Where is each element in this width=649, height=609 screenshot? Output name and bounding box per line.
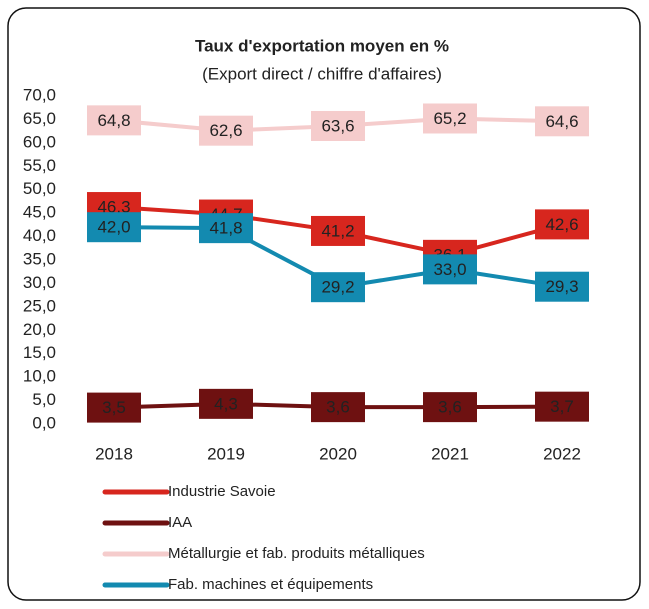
data-label: 4,3 — [214, 394, 238, 413]
data-label: 62,6 — [209, 121, 242, 140]
data-label: 64,6 — [545, 112, 578, 131]
data-label-box — [87, 212, 141, 243]
data-label-box — [423, 392, 477, 423]
data-label: 42,6 — [545, 215, 578, 234]
legend-label: Métallurgie et fab. produits métalliques — [168, 545, 425, 562]
y-tick-label: 35,0 — [23, 249, 56, 268]
x-tick-label: 2018 — [95, 444, 133, 463]
x-tick-label: 2021 — [431, 444, 469, 463]
y-tick-label: 30,0 — [23, 273, 56, 292]
chart-subtitle: (Export direct / chiffre d'affaires) — [202, 64, 442, 83]
data-label-box — [311, 272, 365, 303]
data-label-box — [87, 105, 141, 136]
y-tick-label: 0,0 — [32, 413, 56, 432]
data-label: 3,6 — [438, 398, 462, 417]
data-label-box — [535, 271, 589, 302]
data-label: 63,6 — [321, 116, 354, 135]
data-label-box — [311, 110, 365, 141]
x-tick-label: 2022 — [543, 444, 581, 463]
data-label: 33,0 — [433, 260, 466, 279]
data-label: 42,0 — [97, 218, 130, 237]
data-label-box — [311, 215, 365, 246]
data-label: 64,8 — [97, 111, 130, 130]
data-label-box — [423, 254, 477, 285]
data-label: 46,3 — [97, 198, 130, 217]
y-tick-label: 60,0 — [23, 132, 56, 151]
data-label: 3,5 — [102, 398, 126, 417]
y-tick-label: 5,0 — [32, 390, 56, 409]
data-label: 41,8 — [209, 219, 242, 238]
data-label-box — [199, 388, 253, 419]
data-label-box — [423, 103, 477, 134]
data-label: 29,2 — [321, 278, 354, 297]
x-tick-label: 2019 — [207, 444, 245, 463]
chart-title: Taux d'exportation moyen en % — [195, 36, 449, 55]
y-tick-label: 10,0 — [23, 367, 56, 386]
data-label-box — [311, 392, 365, 423]
y-tick-label: 50,0 — [23, 179, 56, 198]
y-tick-label: 40,0 — [23, 226, 56, 245]
legend-label: IAA — [168, 514, 192, 531]
data-label-box — [199, 213, 253, 244]
y-tick-label: 65,0 — [23, 109, 56, 128]
y-tick-label: 55,0 — [23, 156, 56, 175]
data-label-box — [87, 392, 141, 423]
data-label-box — [535, 391, 589, 422]
data-label: 3,7 — [550, 397, 574, 416]
data-label-box — [199, 115, 253, 146]
data-label-box — [535, 106, 589, 137]
data-label: 29,3 — [545, 277, 578, 296]
frame — [7, 7, 641, 601]
y-tick-label: 70,0 — [23, 85, 56, 104]
x-tick-label: 2020 — [319, 444, 357, 463]
data-label: 41,2 — [321, 221, 354, 240]
data-label-box — [535, 209, 589, 240]
legend-label: Industrie Savoie — [168, 483, 276, 500]
legend-label: Fab. machines et équipements — [168, 576, 373, 593]
data-label: 3,6 — [326, 398, 350, 417]
data-label: 65,2 — [433, 109, 466, 128]
y-tick-label: 25,0 — [23, 296, 56, 315]
y-tick-label: 15,0 — [23, 343, 56, 362]
y-tick-label: 20,0 — [23, 320, 56, 339]
y-tick-label: 45,0 — [23, 203, 56, 222]
